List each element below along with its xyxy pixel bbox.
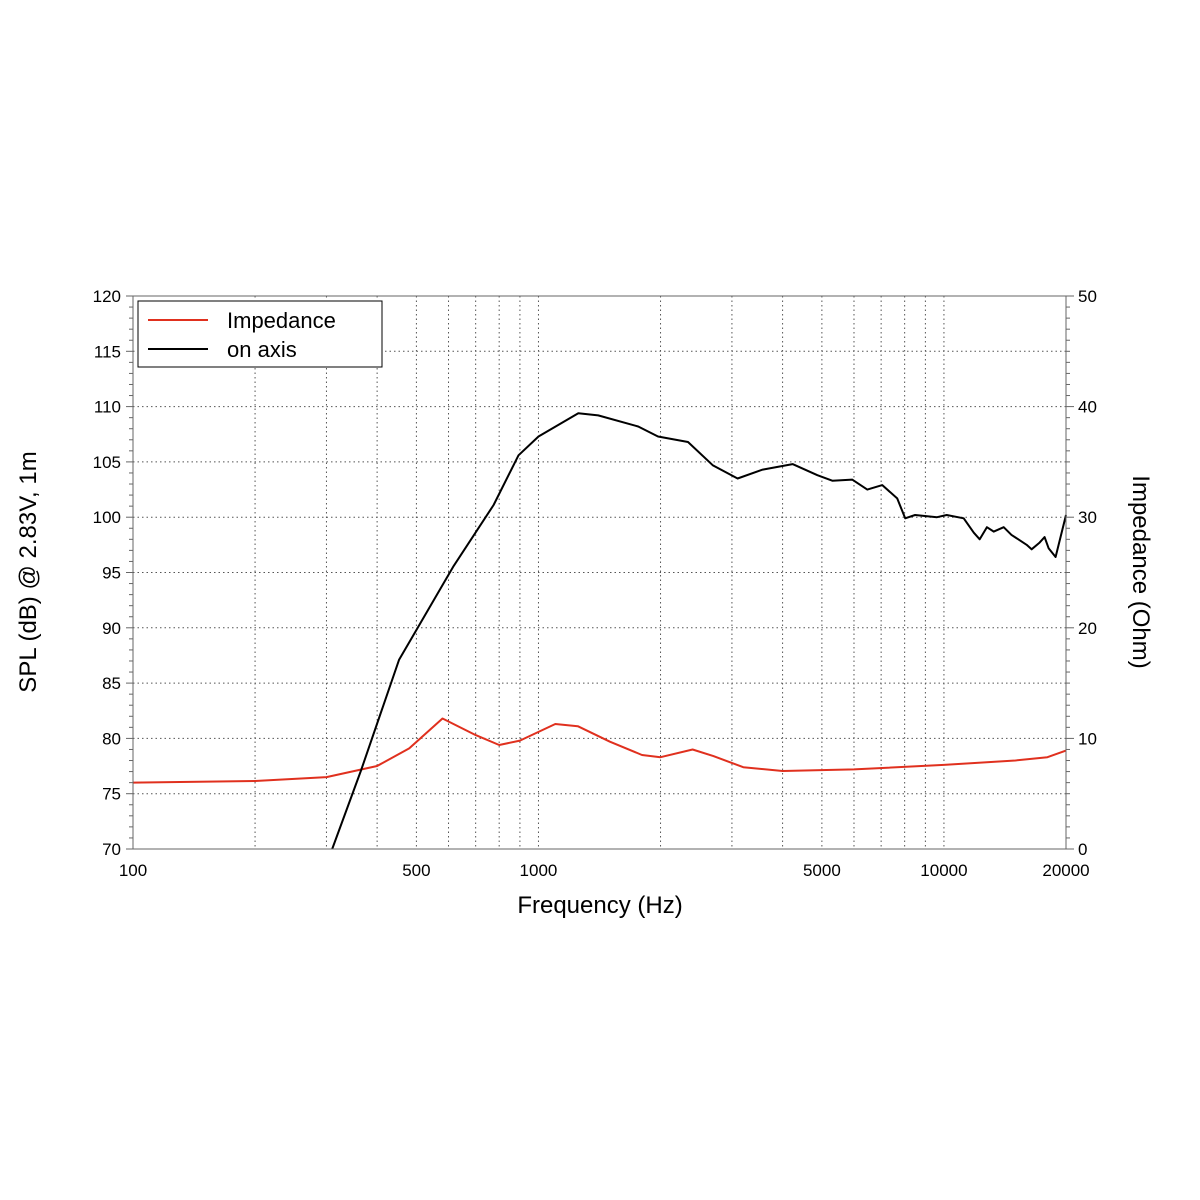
series-line-on-axis	[331, 412, 1067, 850]
series-line-impedance	[132, 717, 1067, 784]
y-tick-label: 115	[94, 342, 121, 361]
x-tick-label: 5000	[803, 861, 841, 880]
y-tick-label: 95	[102, 564, 121, 583]
legend-box	[137, 300, 383, 368]
series-lines	[132, 412, 1067, 850]
legend: Impedance on axis	[137, 300, 383, 368]
y-tick-label: 110	[94, 398, 121, 417]
y2-tick-label: 50	[1078, 287, 1097, 306]
x-tick-label: 10000	[920, 861, 967, 880]
y-tick-label: 100	[93, 508, 121, 527]
legend-label-on-axis: on axis	[227, 337, 297, 362]
y-axis-label: SPL (dB) @ 2.83V, 1m	[15, 451, 42, 692]
plot-frame	[132, 295, 1067, 850]
y-tick-label: 75	[102, 785, 121, 804]
y-tick-label: 105	[93, 453, 121, 472]
x-tick-label: 20000	[1042, 861, 1089, 880]
y-tick-label: 80	[102, 729, 121, 748]
legend-label-impedance: Impedance	[227, 308, 336, 333]
x-tick-label: 500	[402, 861, 430, 880]
y2-tick-label: 10	[1078, 729, 1097, 748]
y2-axis-label: Impedance (Ohm)	[1127, 475, 1154, 668]
x-tick-label: 1000	[520, 861, 558, 880]
y-tick-label: 85	[102, 674, 121, 693]
y2-tick-label: 0	[1078, 840, 1087, 859]
y-tick-label: 70	[102, 840, 121, 859]
y-tick-label: 90	[102, 619, 121, 638]
axis-ticks: 70 75 80 85 90 95 100 105 110 115 120 0 10 20 30 40 50 10…	[93, 287, 1097, 880]
x-tick-label: 100	[119, 861, 147, 880]
y-tick-label: 120	[93, 287, 121, 306]
y2-tick-label: 40	[1078, 398, 1097, 417]
y2-tick-label: 20	[1078, 619, 1097, 638]
x-axis-label: Frequency (Hz)	[517, 892, 682, 919]
y2-tick-label: 30	[1078, 508, 1097, 527]
